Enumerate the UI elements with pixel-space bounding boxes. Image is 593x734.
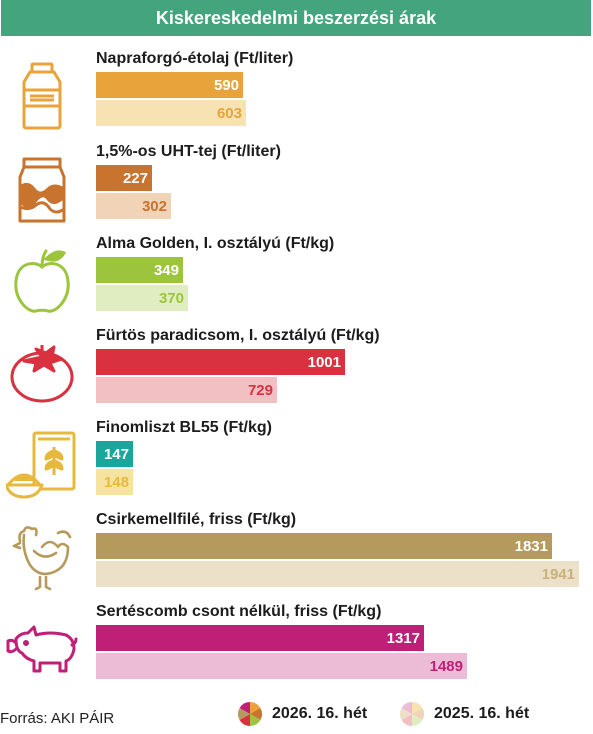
flour-bag-icon [4, 429, 78, 501]
bar-current: 1001 [96, 349, 345, 375]
bar-current: 1317 [96, 625, 424, 651]
tomato-icon [6, 337, 78, 409]
bar-current: 227 [96, 165, 152, 191]
category-label: Napraforgó-étolaj (Ft/liter) [96, 50, 294, 67]
chart-title: Kiskereskedelmi beszerzési árak [1, 0, 591, 36]
legend-previous-swatch [399, 702, 425, 726]
legend-current-swatch [237, 702, 263, 726]
category-label: Finomliszt BL55 (Ft/kg) [96, 419, 272, 436]
bar-current: 147 [96, 441, 133, 467]
category-row: Napraforgó-étolaj (Ft/liter) 590 603 [0, 50, 593, 142]
source-note: Forrás: AKI PÁIR [0, 710, 115, 727]
category-label: Csirkemellfilé, friss (Ft/kg) [96, 511, 297, 528]
category-label: Sertéscomb csont nélkül, friss (Ft/kg) [96, 603, 382, 620]
bar-current: 590 [96, 72, 243, 98]
legend-current-label: 2026. 16. hét [272, 705, 368, 722]
bar-previous: 148 [96, 469, 133, 495]
category-row: 1,5%-os UHT-tej (Ft/liter) 227 302 [0, 143, 593, 235]
bar-previous: 302 [96, 193, 171, 219]
oil-bottle-icon [6, 60, 78, 132]
category-row: Finomliszt BL55 (Ft/kg) 147 148 [0, 419, 593, 511]
category-label: Fürtös paradicsom, I. osztályú (Ft/kg) [96, 327, 380, 344]
pig-icon [6, 613, 78, 685]
bar-previous: 1489 [96, 653, 467, 679]
bar-previous: 1941 [96, 561, 579, 587]
legend-previous: 2025. 16. hét [398, 700, 529, 728]
legend-current: 2026. 16. hét [236, 700, 367, 728]
category-row: Alma Golden, I. osztályú (Ft/kg) 349 370 [0, 235, 593, 327]
category-label: Alma Golden, I. osztályú (Ft/kg) [96, 235, 335, 252]
chicken-icon [6, 521, 78, 593]
bar-previous: 603 [96, 100, 246, 126]
milk-carton-icon [6, 153, 78, 225]
apple-icon [6, 245, 78, 317]
bar-previous: 370 [96, 285, 188, 311]
category-row: Sertéscomb csont nélkül, friss (Ft/kg) 13… [0, 603, 593, 695]
bar-previous: 729 [96, 377, 277, 403]
bar-current: 349 [96, 257, 183, 283]
legend-previous-label: 2025. 16. hét [434, 705, 530, 722]
category-row: Fürtös paradicsom, I. osztályú (Ft/kg) 10… [0, 327, 593, 419]
category-row: Csirkemellfilé, friss (Ft/kg) 1831 1941 [0, 511, 593, 603]
category-label: 1,5%-os UHT-tej (Ft/liter) [96, 143, 281, 160]
bar-current: 1831 [96, 533, 552, 559]
